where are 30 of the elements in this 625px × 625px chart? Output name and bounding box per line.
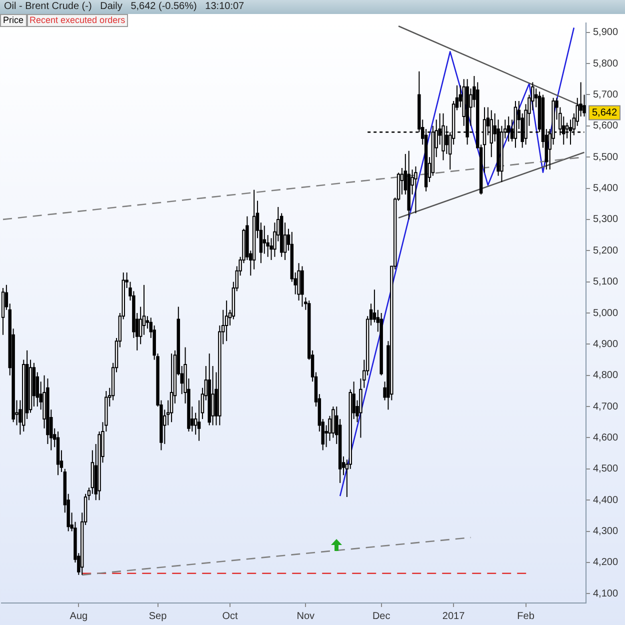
x-tick-label: Aug	[70, 610, 88, 622]
x-tick-label: 2017	[442, 610, 466, 622]
x-tick-label: Nov	[296, 610, 315, 622]
annotation: 5,642	[592, 108, 618, 119]
y-tick-label: 4,500	[592, 464, 618, 475]
y-tick-label: 5,300	[592, 214, 618, 226]
x-tick-label: Dec	[372, 610, 390, 622]
chart-title: Oil - Brent Crude (-) Daily 5,642 (-0.56%) 13:10:07	[0, 0, 625, 14]
y-tick-label: 4,300	[592, 526, 618, 538]
y-tick-label: 5,600	[592, 120, 618, 132]
y-tick-label: 5,500	[592, 152, 618, 163]
y-tick-label: 5,400	[592, 183, 618, 194]
annotation: Price	[0, 14, 27, 27]
y-tick-label: 5,900	[592, 27, 618, 38]
y-tick-label: 4,600	[592, 432, 618, 444]
x-tick-label: Oct	[222, 610, 238, 622]
y-tick-label: 4,400	[592, 494, 618, 506]
y-tick-label: 4,900	[592, 338, 618, 350]
x-tick-label: Sep	[148, 610, 168, 622]
y-tick-label: 5,000	[592, 308, 618, 319]
y-tick-label: 5,800	[592, 58, 618, 70]
annotation: Recent executed orders	[26, 14, 128, 27]
y-tick-label: 5,100	[592, 276, 618, 288]
y-tick-label: 5,700	[592, 89, 618, 100]
y-tick-label: 4,700	[592, 401, 618, 412]
y-tick-label: 4,200	[592, 557, 618, 568]
y-tick-label: 4,100	[592, 588, 618, 600]
x-tick-label: Feb	[517, 610, 535, 622]
y-tick-label: 5,200	[592, 245, 618, 256]
y-tick-label: 4,800	[592, 370, 618, 382]
